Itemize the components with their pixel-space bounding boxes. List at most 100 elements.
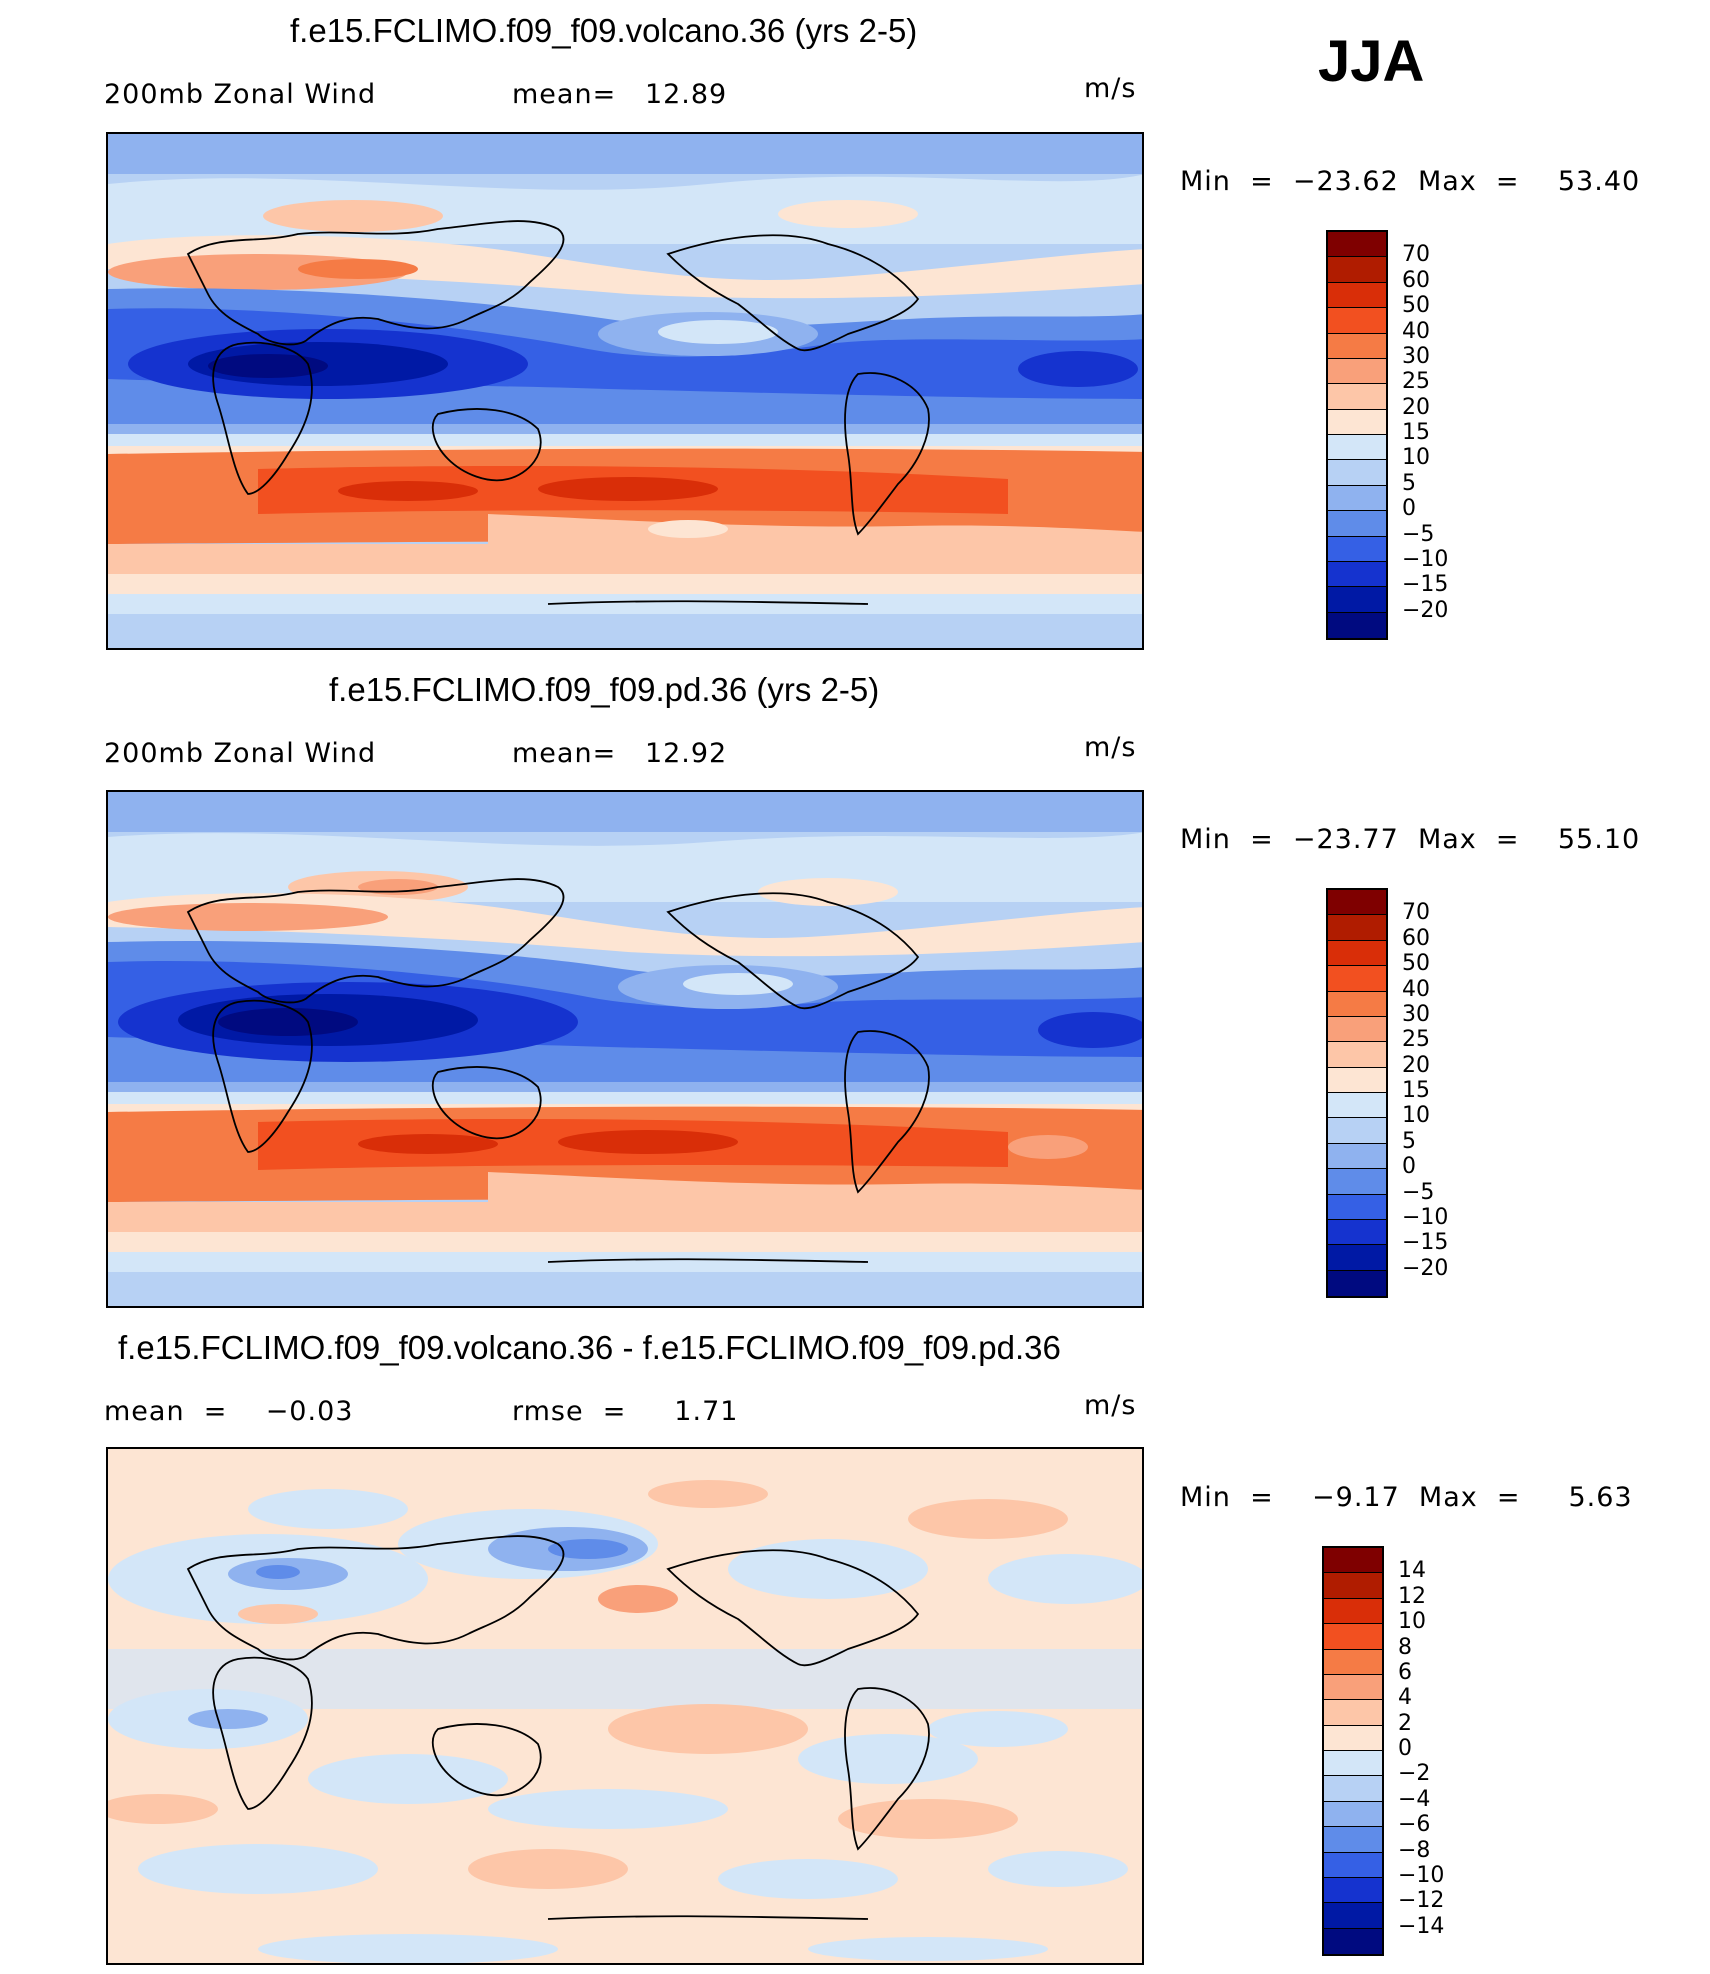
colorbar-tick-label: −14 [1398,1913,1445,1939]
panel-3-map [106,1447,1144,1965]
colorbar-tick-label: 0 [1402,496,1416,522]
colorbar-swatch [1328,890,1386,916]
colorbar-swatch [1328,511,1386,537]
panel-3-mean-label: mean = −0.03 [104,1396,354,1427]
colorbar-swatch [1328,587,1386,613]
panel-2-title: f.e15.FCLIMO.f09_f09.pd.36 (yrs 2-5) [329,671,880,708]
colorbar-tick-label: −6 [1398,1812,1431,1838]
panel-3-title: f.e15.FCLIMO.f09_f09.volcano.36 - f.e15.… [118,1329,1061,1366]
colorbar-swatch [1324,1649,1382,1675]
colorbar-tick-label: 8 [1398,1634,1412,1660]
colorbar-swatch [1324,1624,1382,1650]
panel-1-colorbar [1326,230,1388,640]
colorbar-swatch [1328,1143,1386,1170]
panel-3-colorbar [1322,1546,1384,1956]
colorbar-tick-label: 10 [1402,445,1430,471]
colorbar-tick-label: −15 [1402,572,1449,598]
colorbar-tick-label: −8 [1398,1837,1431,1863]
colorbar-tick-label: 14 [1398,1558,1426,1584]
colorbar-tick-label: 20 [1402,1052,1430,1078]
colorbar-swatch [1328,915,1386,941]
colorbar-swatch [1328,384,1386,410]
colorbar-swatch [1324,1573,1382,1599]
colorbar-swatch [1328,358,1386,385]
colorbar-swatch [1328,1093,1386,1119]
colorbar-swatch [1328,1118,1386,1144]
panel-2-colorbar [1326,888,1388,1298]
colorbar-swatch [1328,536,1386,562]
colorbar-tick-label: 6 [1398,1659,1412,1685]
colorbar-tick-label: 5 [1402,470,1416,496]
colorbar-swatch [1328,460,1386,486]
colorbar-swatch [1328,435,1386,461]
colorbar-tick-label: 12 [1398,1583,1426,1609]
colorbar-tick-label: 30 [1402,343,1430,369]
colorbar-swatch [1328,232,1386,258]
panel-1-title: f.e15.FCLIMO.f09_f09.volcano.36 (yrs 2-5… [290,12,918,49]
colorbar-swatch [1328,485,1386,512]
colorbar-tick-label: 5 [1402,1128,1416,1154]
panel-3-units: m/s [1084,1390,1137,1421]
colorbar-swatch [1324,1776,1382,1802]
colorbar-swatch [1324,1725,1382,1751]
panel-1-mean-label: mean= 12.89 [512,79,728,110]
colorbar-tick-label: 70 [1402,900,1430,926]
colorbar-swatch [1324,1548,1382,1574]
colorbar-tick-label: 30 [1402,1001,1430,1027]
colorbar-tick-label: 50 [1402,293,1430,319]
colorbar-tick-label: −20 [1402,1255,1449,1281]
colorbar-swatch [1328,1194,1386,1220]
colorbar-swatch [1328,282,1386,309]
colorbar-tick-label: 15 [1402,420,1430,445]
colorbar-swatch [1328,966,1386,992]
colorbar-tick-label: −4 [1398,1786,1431,1812]
colorbar-swatch [1328,612,1386,638]
colorbar-tick-label: 40 [1402,976,1430,1002]
colorbar-swatch [1328,409,1386,435]
colorbar-tick-label: 4 [1398,1685,1412,1711]
panel-1-map [106,132,1144,650]
panel-2-map [106,790,1144,1308]
colorbar-tick-label: −5 [1402,521,1435,547]
colorbar-swatch [1324,1877,1382,1904]
panel-2-field-label: 200mb Zonal Wind [104,738,377,769]
colorbar-swatch [1328,1169,1386,1195]
colorbar-tick-label: −15 [1402,1230,1449,1256]
colorbar-tick-label: 60 [1402,925,1430,951]
colorbar-tick-label: 10 [1402,1103,1430,1129]
colorbar-swatch [1328,308,1386,334]
colorbar-tick-label: 0 [1402,1154,1416,1180]
panel-2-units: m/s [1084,732,1137,763]
colorbar-tick-label: 20 [1402,394,1430,420]
colorbar-tick-label: 2 [1398,1710,1412,1736]
colorbar-tick-label: −5 [1402,1179,1435,1205]
colorbar-tick-label: 50 [1402,951,1430,977]
colorbar-tick-label: 10 [1398,1609,1426,1635]
panel-1-units: m/s [1084,73,1137,104]
colorbar-tick-label: −12 [1398,1888,1445,1914]
season-label: JJA [1318,29,1425,94]
colorbar-swatch [1328,333,1386,359]
panel-2-mean-label: mean= 12.92 [512,738,728,769]
colorbar-tick-label: 25 [1402,1027,1430,1053]
colorbar-swatch [1328,991,1386,1017]
panel-3-rmse-label: rmse = 1.71 [512,1396,739,1427]
colorbar-swatch [1328,561,1386,588]
colorbar-swatch [1324,1674,1382,1701]
colorbar-tick-label: 70 [1402,242,1430,268]
colorbar-swatch [1324,1827,1382,1853]
colorbar-tick-label: 40 [1402,318,1430,344]
colorbar-tick-label: 0 [1398,1736,1412,1761]
colorbar-swatch [1324,1700,1382,1726]
panel-3-minmax: Min = −9.17 Max = 5.63 [1180,1482,1633,1513]
panel-1-field-label: 200mb Zonal Wind [104,79,377,110]
colorbar-tick-label: 25 [1402,369,1430,395]
colorbar-tick-label: −10 [1402,1204,1449,1230]
colorbar-swatch [1328,1219,1386,1246]
colorbar-swatch [1328,1042,1386,1068]
colorbar-swatch [1324,1903,1382,1929]
colorbar-swatch [1328,257,1386,283]
colorbar-tick-label: 60 [1402,267,1430,293]
colorbar-swatch [1324,1751,1382,1777]
colorbar-swatch [1324,1852,1382,1878]
